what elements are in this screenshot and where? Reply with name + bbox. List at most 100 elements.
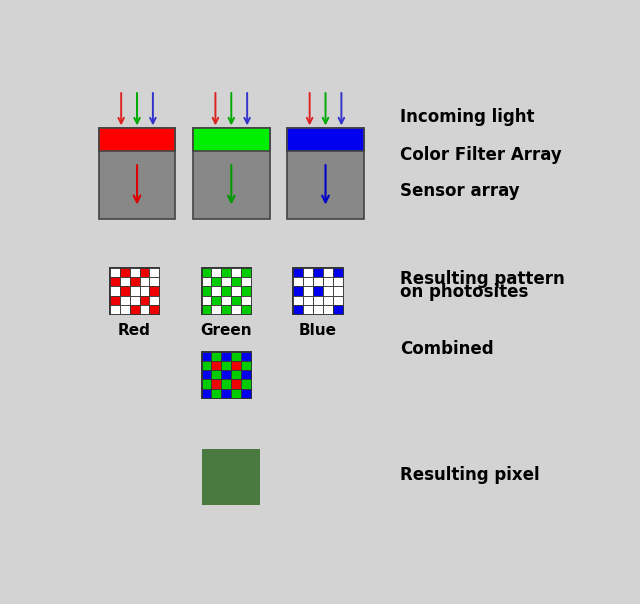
Bar (211, 268, 221, 277)
Bar (211, 379, 221, 389)
Bar (211, 286, 221, 296)
Bar (221, 296, 231, 305)
Bar (202, 296, 211, 305)
Text: on photosites: on photosites (400, 283, 528, 301)
Bar (202, 449, 260, 505)
Bar (202, 305, 211, 314)
Bar (241, 268, 251, 277)
Bar (150, 296, 159, 305)
Bar (241, 370, 251, 379)
Bar (211, 361, 221, 370)
Text: Combined: Combined (400, 340, 493, 358)
Bar (231, 379, 241, 389)
Bar (231, 361, 241, 370)
Bar (231, 286, 241, 296)
Text: Blue: Blue (299, 323, 337, 338)
Bar (202, 268, 251, 314)
Bar (231, 277, 241, 286)
Bar (231, 268, 241, 277)
Bar (293, 277, 303, 286)
Bar (129, 305, 140, 314)
Bar (193, 128, 269, 219)
Bar (313, 296, 323, 305)
Bar (110, 286, 120, 296)
Bar (211, 277, 221, 286)
Bar (293, 286, 303, 296)
Bar (303, 305, 313, 314)
Bar (150, 277, 159, 286)
Bar (231, 370, 241, 379)
Bar (241, 352, 251, 361)
Bar (202, 277, 211, 286)
Bar (129, 296, 140, 305)
Bar (202, 370, 211, 379)
Bar (110, 268, 159, 314)
Bar (129, 277, 140, 286)
Bar (202, 379, 211, 389)
Bar (129, 286, 140, 296)
Bar (333, 286, 343, 296)
Bar (202, 361, 211, 370)
Bar (202, 286, 211, 296)
Bar (241, 296, 251, 305)
Bar (140, 277, 149, 286)
Text: Resulting pixel: Resulting pixel (400, 466, 540, 484)
Bar (221, 389, 231, 398)
Bar (231, 352, 241, 361)
Bar (221, 361, 231, 370)
Bar (110, 268, 120, 277)
Bar (313, 286, 323, 296)
Bar (293, 305, 303, 314)
Bar (303, 277, 313, 286)
Bar (323, 286, 333, 296)
Bar (140, 286, 149, 296)
Bar (303, 296, 313, 305)
Bar (323, 305, 333, 314)
Bar (221, 379, 231, 389)
Bar (211, 296, 221, 305)
Bar (323, 296, 333, 305)
Bar (313, 305, 323, 314)
Bar (313, 277, 323, 286)
Bar (323, 277, 333, 286)
Bar (202, 352, 211, 361)
Bar (140, 296, 149, 305)
Bar (110, 305, 120, 314)
Bar (202, 352, 251, 398)
Bar (231, 389, 241, 398)
Text: Color Filter Array: Color Filter Array (400, 146, 562, 164)
Bar (120, 277, 130, 286)
Bar (303, 286, 313, 296)
Bar (202, 389, 211, 398)
Bar (120, 296, 130, 305)
Text: Sensor array: Sensor array (400, 182, 520, 200)
Bar (313, 268, 323, 277)
Bar (333, 277, 343, 286)
Text: Incoming light: Incoming light (400, 108, 534, 126)
Bar (221, 352, 231, 361)
Bar (211, 370, 221, 379)
Bar (333, 296, 343, 305)
Bar (323, 268, 333, 277)
Bar (140, 268, 149, 277)
Bar (221, 305, 231, 314)
Bar (120, 268, 130, 277)
Text: Green: Green (200, 323, 252, 338)
Bar (140, 305, 149, 314)
Bar (333, 268, 343, 277)
Bar (221, 286, 231, 296)
Bar (150, 305, 159, 314)
Bar (211, 389, 221, 398)
Bar (287, 128, 364, 219)
Bar (241, 361, 251, 370)
Bar (129, 268, 140, 277)
Bar (241, 286, 251, 296)
Bar (231, 296, 241, 305)
Bar (202, 268, 211, 277)
Bar (120, 286, 130, 296)
Bar (193, 128, 269, 150)
Bar (241, 277, 251, 286)
Bar (303, 268, 313, 277)
Text: Resulting pattern: Resulting pattern (400, 271, 564, 289)
Text: Red: Red (118, 323, 151, 338)
